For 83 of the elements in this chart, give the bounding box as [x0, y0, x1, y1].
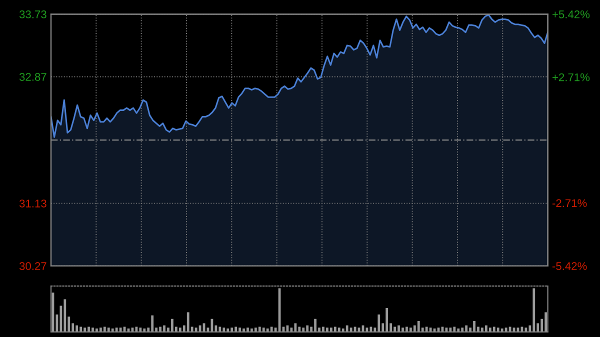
bar	[302, 328, 305, 332]
bar	[314, 318, 316, 332]
bar	[250, 328, 253, 332]
bar	[461, 328, 464, 332]
bar	[330, 328, 332, 332]
bar	[346, 325, 348, 332]
bar	[485, 325, 488, 332]
bar	[76, 325, 78, 332]
bar	[398, 325, 400, 332]
bar	[194, 328, 198, 332]
bar	[294, 323, 297, 332]
bar	[163, 325, 166, 332]
bar	[222, 328, 226, 332]
bar	[84, 328, 86, 332]
bar	[386, 308, 388, 332]
bar	[342, 328, 344, 332]
y2-tick-label: +5.42%	[552, 10, 590, 18]
bar	[481, 328, 484, 332]
bar	[262, 328, 265, 332]
bar	[453, 326, 456, 332]
bar	[350, 328, 352, 332]
bar	[378, 314, 380, 332]
bar	[266, 328, 269, 332]
bar	[413, 325, 416, 332]
bar	[402, 328, 404, 332]
bar	[532, 288, 536, 332]
bar	[96, 328, 98, 332]
bar	[234, 326, 237, 332]
bar	[524, 328, 528, 332]
bar	[417, 321, 420, 332]
bar	[111, 328, 114, 332]
bar	[457, 328, 460, 332]
bar	[338, 328, 340, 332]
bar	[107, 328, 110, 332]
bar	[139, 328, 142, 332]
bar	[322, 326, 324, 332]
y-tick-label: 30.27	[19, 262, 46, 270]
bar	[143, 328, 146, 332]
bar	[88, 326, 90, 332]
bar	[92, 328, 94, 332]
bar	[370, 326, 372, 332]
bar	[171, 318, 174, 332]
y-tick-label: 31.13	[19, 200, 46, 208]
y-tick-label: 32.87	[19, 72, 46, 81]
bar	[449, 328, 452, 332]
bar	[306, 325, 309, 332]
bar	[238, 328, 241, 332]
bar	[334, 326, 336, 332]
bar	[488, 328, 492, 332]
y2-tick-label: +2.71%	[552, 73, 590, 82]
bar	[230, 328, 234, 332]
bar	[186, 312, 190, 332]
y2-tick-label: -5.42%	[552, 262, 587, 270]
bar	[246, 328, 249, 332]
bar	[226, 328, 230, 332]
bar	[103, 326, 106, 332]
bar	[254, 328, 257, 332]
bar	[242, 328, 245, 332]
bar	[218, 326, 222, 332]
bar	[492, 326, 496, 332]
bar	[409, 328, 412, 332]
bar	[151, 315, 154, 332]
bar	[99, 328, 102, 332]
bar	[500, 328, 504, 332]
bar	[159, 326, 162, 332]
y-tick-label: 33.73	[19, 10, 46, 18]
bar	[425, 326, 428, 332]
bar	[504, 328, 508, 332]
bar	[544, 312, 548, 332]
bar	[406, 326, 408, 332]
bar	[258, 326, 261, 332]
bar	[270, 326, 273, 332]
bar	[115, 328, 118, 332]
bar	[465, 325, 468, 332]
y2-tick-label: -2.71%	[552, 199, 587, 208]
bar	[298, 326, 301, 332]
bar	[394, 326, 396, 332]
bar	[80, 326, 82, 332]
bar	[326, 328, 328, 332]
bar	[64, 299, 66, 332]
bar	[496, 328, 500, 332]
bar	[473, 321, 476, 332]
bar	[178, 328, 182, 332]
